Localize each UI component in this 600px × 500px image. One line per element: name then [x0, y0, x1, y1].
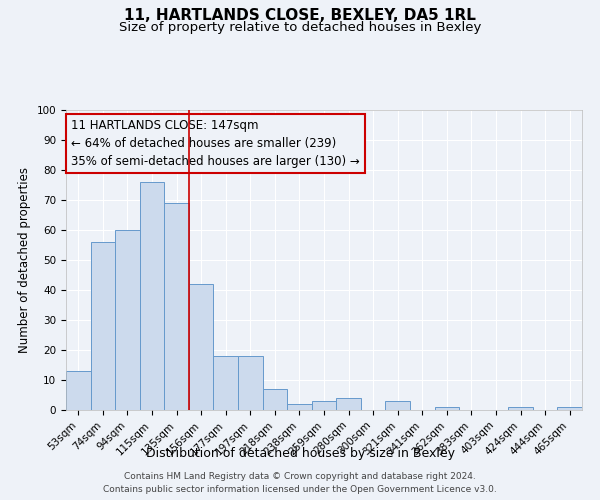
Bar	[91, 242, 115, 410]
Text: Size of property relative to detached houses in Bexley: Size of property relative to detached ho…	[119, 21, 481, 34]
Y-axis label: Number of detached properties: Number of detached properties	[18, 167, 31, 353]
Bar	[115, 230, 140, 410]
Bar	[312, 401, 336, 410]
Bar	[214, 356, 238, 410]
Bar	[140, 182, 164, 410]
Bar	[385, 401, 410, 410]
Bar	[336, 398, 361, 410]
Text: 11, HARTLANDS CLOSE, BEXLEY, DA5 1RL: 11, HARTLANDS CLOSE, BEXLEY, DA5 1RL	[124, 8, 476, 22]
Bar	[66, 371, 91, 410]
Bar	[238, 356, 263, 410]
Bar	[508, 407, 533, 410]
Bar	[287, 404, 312, 410]
Bar	[263, 389, 287, 410]
Bar	[189, 284, 214, 410]
Text: Contains HM Land Registry data © Crown copyright and database right 2024.
Contai: Contains HM Land Registry data © Crown c…	[103, 472, 497, 494]
Bar	[164, 203, 189, 410]
Bar	[434, 407, 459, 410]
Bar	[557, 407, 582, 410]
Text: Distribution of detached houses by size in Bexley: Distribution of detached houses by size …	[146, 448, 455, 460]
Text: 11 HARTLANDS CLOSE: 147sqm
← 64% of detached houses are smaller (239)
35% of sem: 11 HARTLANDS CLOSE: 147sqm ← 64% of deta…	[71, 119, 360, 168]
